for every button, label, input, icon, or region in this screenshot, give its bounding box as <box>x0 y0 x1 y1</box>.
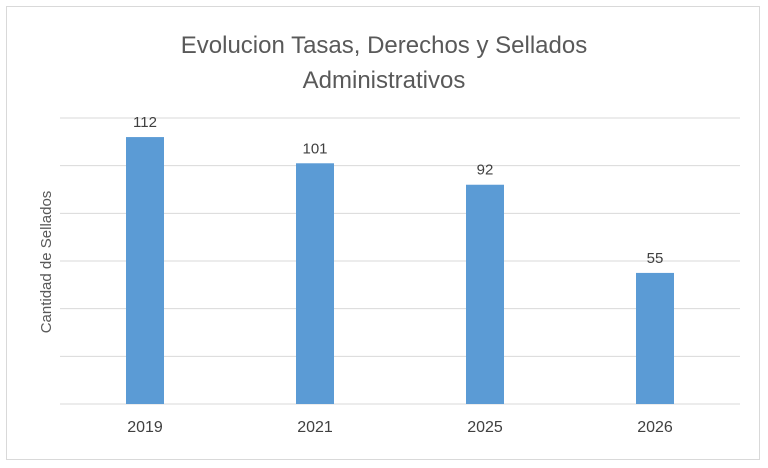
y-axis-label: Cantidad de Sellados <box>38 191 55 334</box>
x-tick-2025: 2025 <box>467 419 503 436</box>
x-tick-labels: 2019 2021 2025 2026 <box>127 419 673 436</box>
chart-title-line-1: Evolucion Tasas, Derechos y Sellados <box>181 32 587 59</box>
data-label-2019: 112 <box>133 114 157 131</box>
bar-2025 <box>466 184 504 404</box>
x-tick-2021: 2021 <box>297 419 333 436</box>
bar-2026 <box>636 272 674 404</box>
bars <box>126 137 674 405</box>
bar-2019 <box>126 137 164 405</box>
data-label-2021: 101 <box>302 140 327 157</box>
data-label-2025: 92 <box>477 162 494 179</box>
data-labels: 112 101 92 55 <box>133 114 663 267</box>
chart-title-line-2: Administrativos <box>303 67 466 94</box>
gridlines <box>60 117 740 405</box>
x-tick-2019: 2019 <box>127 419 163 436</box>
x-tick-2026: 2026 <box>637 419 673 436</box>
data-label-2026: 55 <box>647 250 664 267</box>
bar-2021 <box>296 163 334 404</box>
